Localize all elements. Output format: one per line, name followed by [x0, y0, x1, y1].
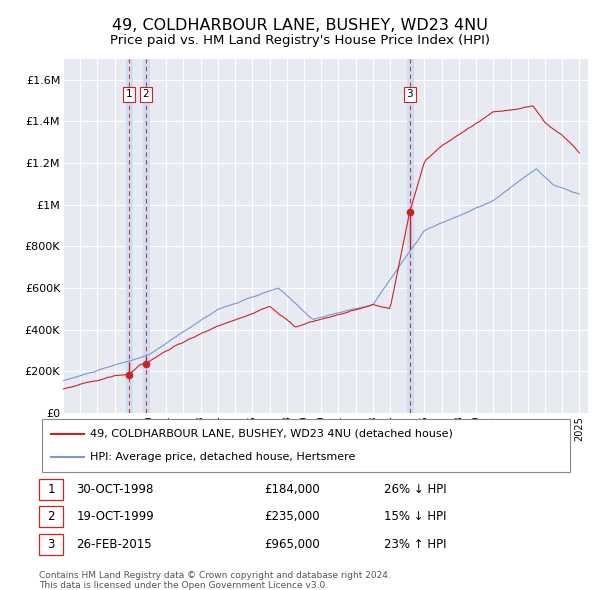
Text: £184,000: £184,000	[264, 483, 320, 496]
Text: Contains HM Land Registry data © Crown copyright and database right 2024.
This d: Contains HM Land Registry data © Crown c…	[39, 571, 391, 590]
Text: 49, COLDHARBOUR LANE, BUSHEY, WD23 4NU (detached house): 49, COLDHARBOUR LANE, BUSHEY, WD23 4NU (…	[90, 429, 453, 439]
Text: 26-FEB-2015: 26-FEB-2015	[76, 538, 152, 551]
Text: 30-OCT-1998: 30-OCT-1998	[76, 483, 154, 496]
Text: Price paid vs. HM Land Registry's House Price Index (HPI): Price paid vs. HM Land Registry's House …	[110, 34, 490, 47]
Text: 2: 2	[47, 510, 55, 523]
Text: HPI: Average price, detached house, Hertsmere: HPI: Average price, detached house, Hert…	[90, 452, 355, 462]
Text: 1: 1	[47, 483, 55, 496]
Text: 1: 1	[125, 90, 132, 99]
Bar	[407, 59, 413, 413]
Text: £965,000: £965,000	[264, 538, 320, 551]
Text: 19-OCT-1999: 19-OCT-1999	[76, 510, 154, 523]
Text: 26% ↓ HPI: 26% ↓ HPI	[384, 483, 446, 496]
Text: 23% ↑ HPI: 23% ↑ HPI	[384, 538, 446, 551]
Text: 2: 2	[142, 90, 149, 99]
Bar	[143, 59, 149, 413]
Text: 49, COLDHARBOUR LANE, BUSHEY, WD23 4NU: 49, COLDHARBOUR LANE, BUSHEY, WD23 4NU	[112, 18, 488, 32]
Text: 15% ↓ HPI: 15% ↓ HPI	[384, 510, 446, 523]
Text: 3: 3	[47, 538, 55, 551]
Text: £235,000: £235,000	[264, 510, 320, 523]
Bar	[126, 59, 132, 413]
Text: 3: 3	[407, 90, 413, 99]
